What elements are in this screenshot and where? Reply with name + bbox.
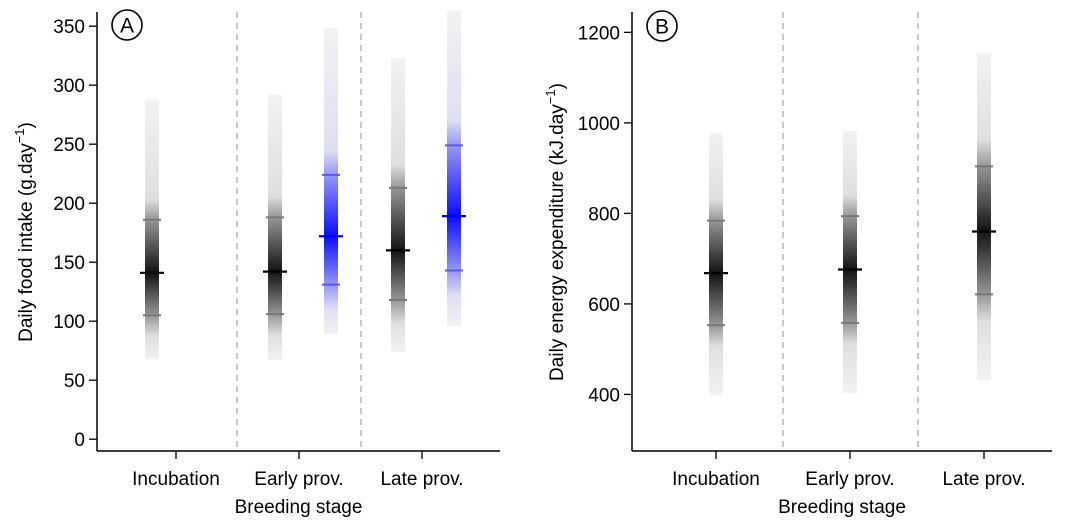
y-tick-label: 1000 [578, 114, 620, 135]
interval-bar [268, 94, 282, 361]
y-tick-label: 50 [64, 371, 85, 392]
y-tick-label: 0 [74, 430, 85, 451]
y-tick-label: 250 [53, 135, 85, 156]
interval-bar [709, 133, 723, 396]
panel-label: A [120, 15, 134, 38]
y-axis-title: Daily energy expenditure (kJ.day−1) [543, 83, 568, 381]
interval-bar [977, 53, 991, 380]
interval-bar [145, 99, 159, 359]
y-tick-label: 600 [588, 295, 620, 316]
y-tick-label: 200 [53, 194, 85, 215]
panel-label-circle [111, 9, 143, 41]
y-tick-label: 100 [53, 312, 85, 333]
y-tick-label: 300 [53, 76, 85, 97]
y-axis-title: Daily food intake (g.day−1) [12, 122, 37, 342]
interval-bar [447, 10, 461, 326]
panel-B: 400 600 800 1000 1200 Incubation Early prov. La… [543, 10, 1052, 518]
y-tick-label: 800 [588, 204, 620, 225]
y-tick-label: 350 [53, 17, 85, 38]
y-tick-label: 150 [53, 253, 85, 274]
interval-bar [391, 58, 405, 352]
x-tick-label: Late prov. [942, 469, 1025, 490]
x-tick-label: Early prov. [805, 469, 894, 490]
y-tick-label: 400 [588, 385, 620, 406]
x-tick-label: Late prov. [380, 469, 463, 490]
interval-bar [843, 131, 857, 394]
panel-label-circle [646, 10, 678, 42]
x-tick-label: Early prov. [254, 469, 343, 490]
panel-label: B [655, 16, 669, 39]
y-tick-label: 1200 [578, 23, 620, 44]
x-axis-title: Breeding stage [778, 497, 906, 518]
panel-A: 0 50 100 150 200 250 300 350 Incubation Early pro… [12, 9, 500, 518]
interval-bar [324, 28, 338, 335]
x-tick-label: Incubation [672, 469, 760, 490]
x-tick-label: Incubation [132, 469, 220, 490]
x-axis-title: Breeding stage [235, 497, 363, 518]
